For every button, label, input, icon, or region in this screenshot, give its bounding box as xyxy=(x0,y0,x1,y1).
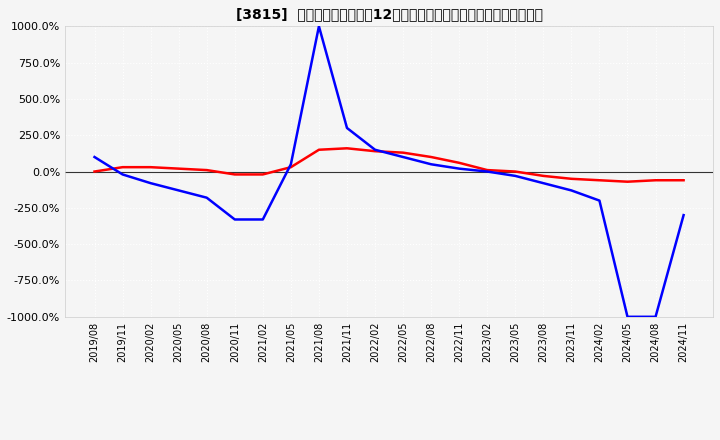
営業CF xyxy=(230,172,239,177)
営業CF xyxy=(567,176,576,181)
フリーCF xyxy=(595,198,604,203)
営業CF xyxy=(539,173,548,179)
フリーCF xyxy=(371,147,379,152)
フリーCF xyxy=(483,169,492,174)
フリーCF xyxy=(202,195,211,200)
フリーCF xyxy=(146,180,155,186)
フリーCF xyxy=(258,217,267,222)
営業CF xyxy=(287,165,295,170)
フリーCF xyxy=(427,161,436,167)
営業CF xyxy=(399,150,408,155)
フリーCF xyxy=(567,188,576,193)
営業CF xyxy=(455,160,464,165)
フリーCF xyxy=(539,180,548,186)
フリーCF xyxy=(287,161,295,167)
営業CF xyxy=(624,179,632,184)
営業CF xyxy=(427,154,436,160)
営業CF xyxy=(483,168,492,173)
営業CF xyxy=(146,165,155,170)
営業CF xyxy=(174,166,183,171)
フリーCF xyxy=(90,154,99,160)
営業CF xyxy=(511,169,520,174)
営業CF xyxy=(595,178,604,183)
営業CF xyxy=(343,146,351,151)
フリーCF xyxy=(455,166,464,171)
Legend: 営業CF, フリーCF: 営業CF, フリーCF xyxy=(302,439,476,440)
フリーCF xyxy=(651,314,660,319)
フリーCF xyxy=(315,24,323,29)
営業CF xyxy=(371,149,379,154)
フリーCF xyxy=(174,188,183,193)
フリーCF xyxy=(511,173,520,179)
Line: フリーCF: フリーCF xyxy=(94,26,683,317)
営業CF xyxy=(315,147,323,152)
Line: 営業CF: 営業CF xyxy=(94,148,683,182)
営業CF xyxy=(118,165,127,170)
フリーCF xyxy=(230,217,239,222)
フリーCF xyxy=(679,213,688,218)
Title: [3815]  キャッシュフローの12か月移動合計の対前年同期増減率の推移: [3815] キャッシュフローの12か月移動合計の対前年同期増減率の推移 xyxy=(235,7,543,21)
営業CF xyxy=(258,172,267,177)
営業CF xyxy=(651,178,660,183)
フリーCF xyxy=(118,172,127,177)
営業CF xyxy=(90,169,99,174)
営業CF xyxy=(679,178,688,183)
フリーCF xyxy=(624,314,632,319)
フリーCF xyxy=(399,154,408,160)
フリーCF xyxy=(343,125,351,131)
営業CF xyxy=(202,168,211,173)
